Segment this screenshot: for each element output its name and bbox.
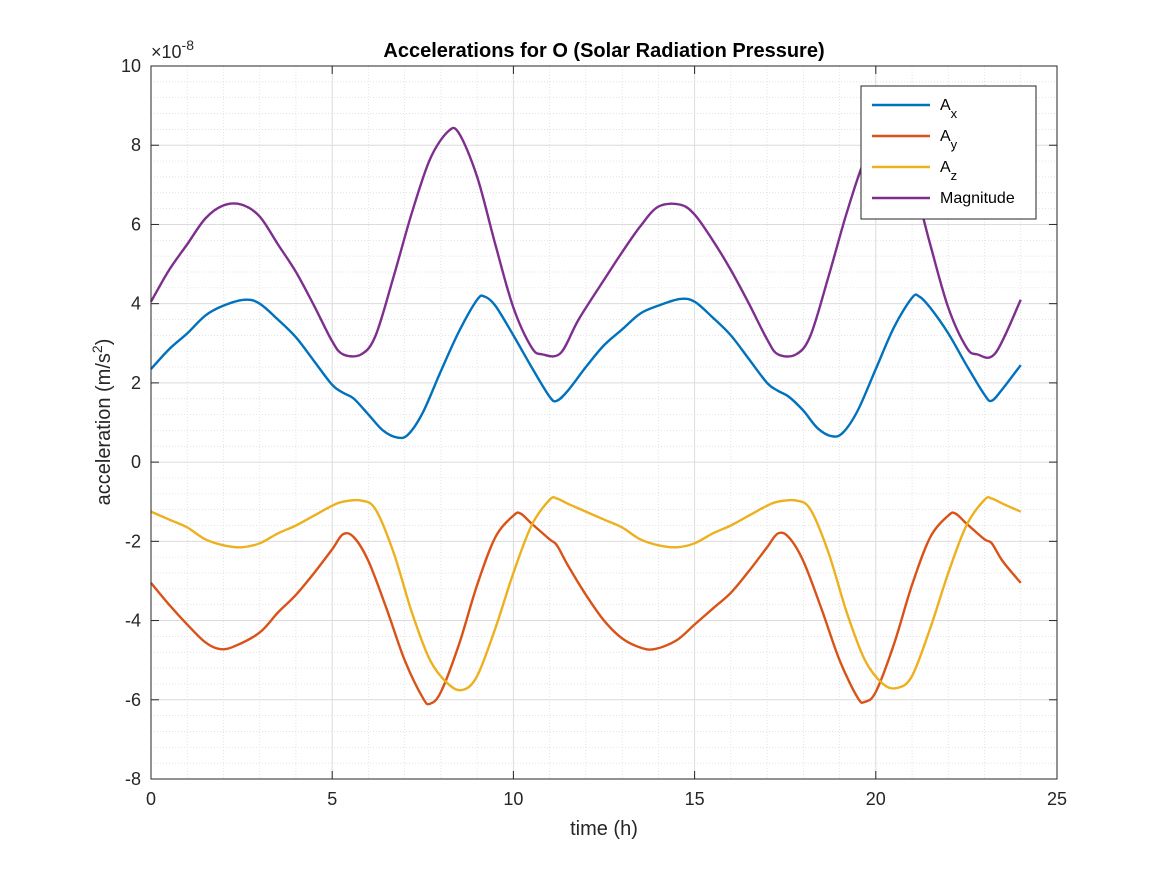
y-axis-label-close: ) <box>93 339 115 346</box>
x-tick-label: 15 <box>685 789 705 809</box>
legend-label-a-x: Ax <box>940 97 958 121</box>
y-exponent-base: ×10 <box>151 42 182 62</box>
x-tick-label: 25 <box>1047 789 1067 809</box>
y-exponent: ×10-8 <box>151 37 194 62</box>
legend: Ax Ay Az Magnitude <box>860 85 1037 220</box>
chart-title: Accelerations for O (Solar Radiation Pre… <box>383 40 824 62</box>
y-tick-label: -4 <box>125 611 141 631</box>
plot-frame <box>150 65 1058 780</box>
minor-grid <box>151 66 1057 779</box>
x-tick-label: 10 <box>503 789 523 809</box>
x-tick-label: 5 <box>327 789 337 809</box>
y-tick-label: 10 <box>121 56 141 76</box>
x-tick-label: 0 <box>146 789 156 809</box>
series-line-a-z <box>150 496 1022 692</box>
series-line-a-x <box>150 293 1022 440</box>
y-tick-label: 6 <box>131 214 141 234</box>
x-tick-label: 20 <box>866 789 886 809</box>
y-tick-label: 0 <box>131 452 141 472</box>
y-tick-label: 2 <box>131 373 141 393</box>
y-tick-label: -8 <box>125 769 141 789</box>
legend-label-a-y: Ay <box>940 128 958 152</box>
series-line-a-y <box>150 511 1022 706</box>
y-axis-label-sup: 2 <box>89 345 105 353</box>
y-tick-label: 8 <box>131 135 141 155</box>
x-axis-label: time (h) <box>570 818 638 840</box>
tick-layer: 0 5 10 15 20 25 -8 -6 -4 -2 0 2 4 6 8 10 <box>121 56 1067 809</box>
y-tick-label: 4 <box>131 294 141 314</box>
legend-label-magnitude: Magnitude <box>940 190 1015 207</box>
y-axis-label: acceleration (m/s2) <box>89 339 115 506</box>
y-tick-label: -2 <box>125 531 141 551</box>
legend-entries: Ax Ay Az Magnitude <box>872 97 1015 207</box>
y-exponent-power: -8 <box>182 37 195 53</box>
legend-label-a-z: Az <box>940 159 957 183</box>
y-axis-label-main: acceleration (m/s <box>93 353 115 505</box>
y-tick-label: -6 <box>125 690 141 710</box>
